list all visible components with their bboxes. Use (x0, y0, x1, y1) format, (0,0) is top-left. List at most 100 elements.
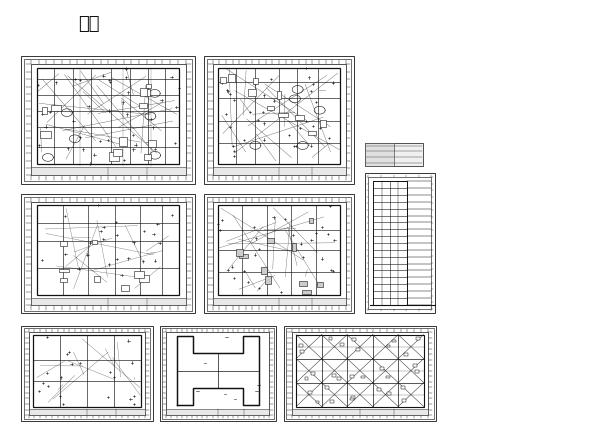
Text: 消防: 消防 (77, 15, 99, 33)
Bar (121, 285, 129, 291)
Bar (351, 396, 355, 399)
Bar (21, 326, 152, 421)
Bar (248, 89, 256, 96)
Bar (317, 283, 323, 287)
Bar (37, 67, 179, 164)
Bar (218, 205, 340, 295)
Bar (60, 241, 66, 246)
Bar (279, 112, 288, 117)
Bar (21, 56, 195, 184)
Bar (302, 289, 311, 294)
Bar (368, 177, 431, 309)
Bar (42, 107, 48, 114)
Bar (24, 197, 192, 311)
Bar (329, 337, 332, 340)
Bar (311, 372, 315, 375)
Bar (21, 194, 195, 313)
Bar (350, 397, 354, 400)
Bar (140, 89, 147, 96)
Bar (51, 105, 61, 111)
Bar (300, 344, 303, 347)
Bar (37, 205, 179, 295)
Bar (292, 332, 428, 415)
Bar (413, 364, 417, 366)
Bar (377, 388, 381, 391)
Bar (31, 202, 185, 305)
Bar (145, 89, 151, 96)
Bar (212, 298, 346, 305)
Bar (387, 345, 390, 347)
Bar (365, 173, 435, 313)
Bar (59, 269, 68, 273)
Bar (284, 326, 436, 421)
Bar (212, 202, 346, 305)
Bar (350, 375, 354, 378)
Bar (267, 238, 274, 242)
Bar (40, 131, 51, 137)
Bar (113, 149, 123, 156)
Bar (95, 276, 100, 282)
Bar (353, 338, 356, 341)
Bar (218, 67, 340, 164)
Bar (416, 337, 420, 340)
Bar (296, 335, 424, 407)
Bar (31, 167, 185, 175)
Bar (278, 91, 281, 98)
Bar (415, 370, 418, 372)
Bar (337, 377, 340, 380)
Bar (308, 391, 312, 394)
Bar (31, 298, 185, 305)
Bar (365, 143, 393, 166)
Bar (387, 392, 391, 395)
Bar (33, 335, 141, 407)
Bar (162, 328, 274, 419)
Bar (92, 240, 98, 244)
Bar (109, 152, 119, 161)
Bar (332, 374, 336, 377)
Bar (144, 154, 151, 159)
Bar (365, 143, 423, 166)
Bar (228, 74, 235, 82)
Bar (204, 56, 354, 184)
Bar (253, 78, 258, 85)
Bar (138, 103, 148, 108)
Bar (356, 348, 359, 351)
Bar (265, 276, 271, 284)
Bar (309, 218, 314, 223)
Bar (325, 386, 329, 388)
Bar (380, 368, 384, 370)
Bar (24, 59, 192, 181)
Bar (31, 64, 185, 175)
Bar (140, 275, 149, 282)
Bar (60, 278, 67, 282)
Bar (118, 137, 127, 146)
Bar (212, 167, 346, 175)
Bar (330, 400, 334, 403)
Bar (304, 377, 308, 380)
Bar (236, 249, 243, 256)
Bar (300, 350, 304, 353)
Bar (134, 271, 143, 278)
Polygon shape (176, 336, 259, 405)
Bar (292, 243, 296, 251)
Bar (207, 197, 351, 311)
Text: 筑龙网: 筑龙网 (221, 232, 291, 270)
Bar (220, 77, 226, 83)
Bar (402, 399, 406, 402)
Bar (292, 409, 428, 415)
Bar (204, 194, 354, 313)
Bar (386, 375, 390, 378)
Bar (146, 84, 151, 88)
Bar (340, 343, 344, 346)
Bar (373, 181, 407, 305)
Bar (166, 332, 270, 415)
Bar (207, 59, 351, 181)
Bar (29, 409, 145, 415)
Bar (212, 64, 346, 175)
Bar (239, 254, 248, 258)
Bar (24, 328, 150, 419)
Bar (401, 386, 405, 389)
Bar (361, 375, 365, 378)
Bar (320, 120, 326, 127)
Bar (286, 328, 434, 419)
